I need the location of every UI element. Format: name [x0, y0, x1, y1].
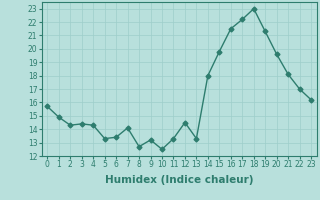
X-axis label: Humidex (Indice chaleur): Humidex (Indice chaleur)	[105, 175, 253, 185]
